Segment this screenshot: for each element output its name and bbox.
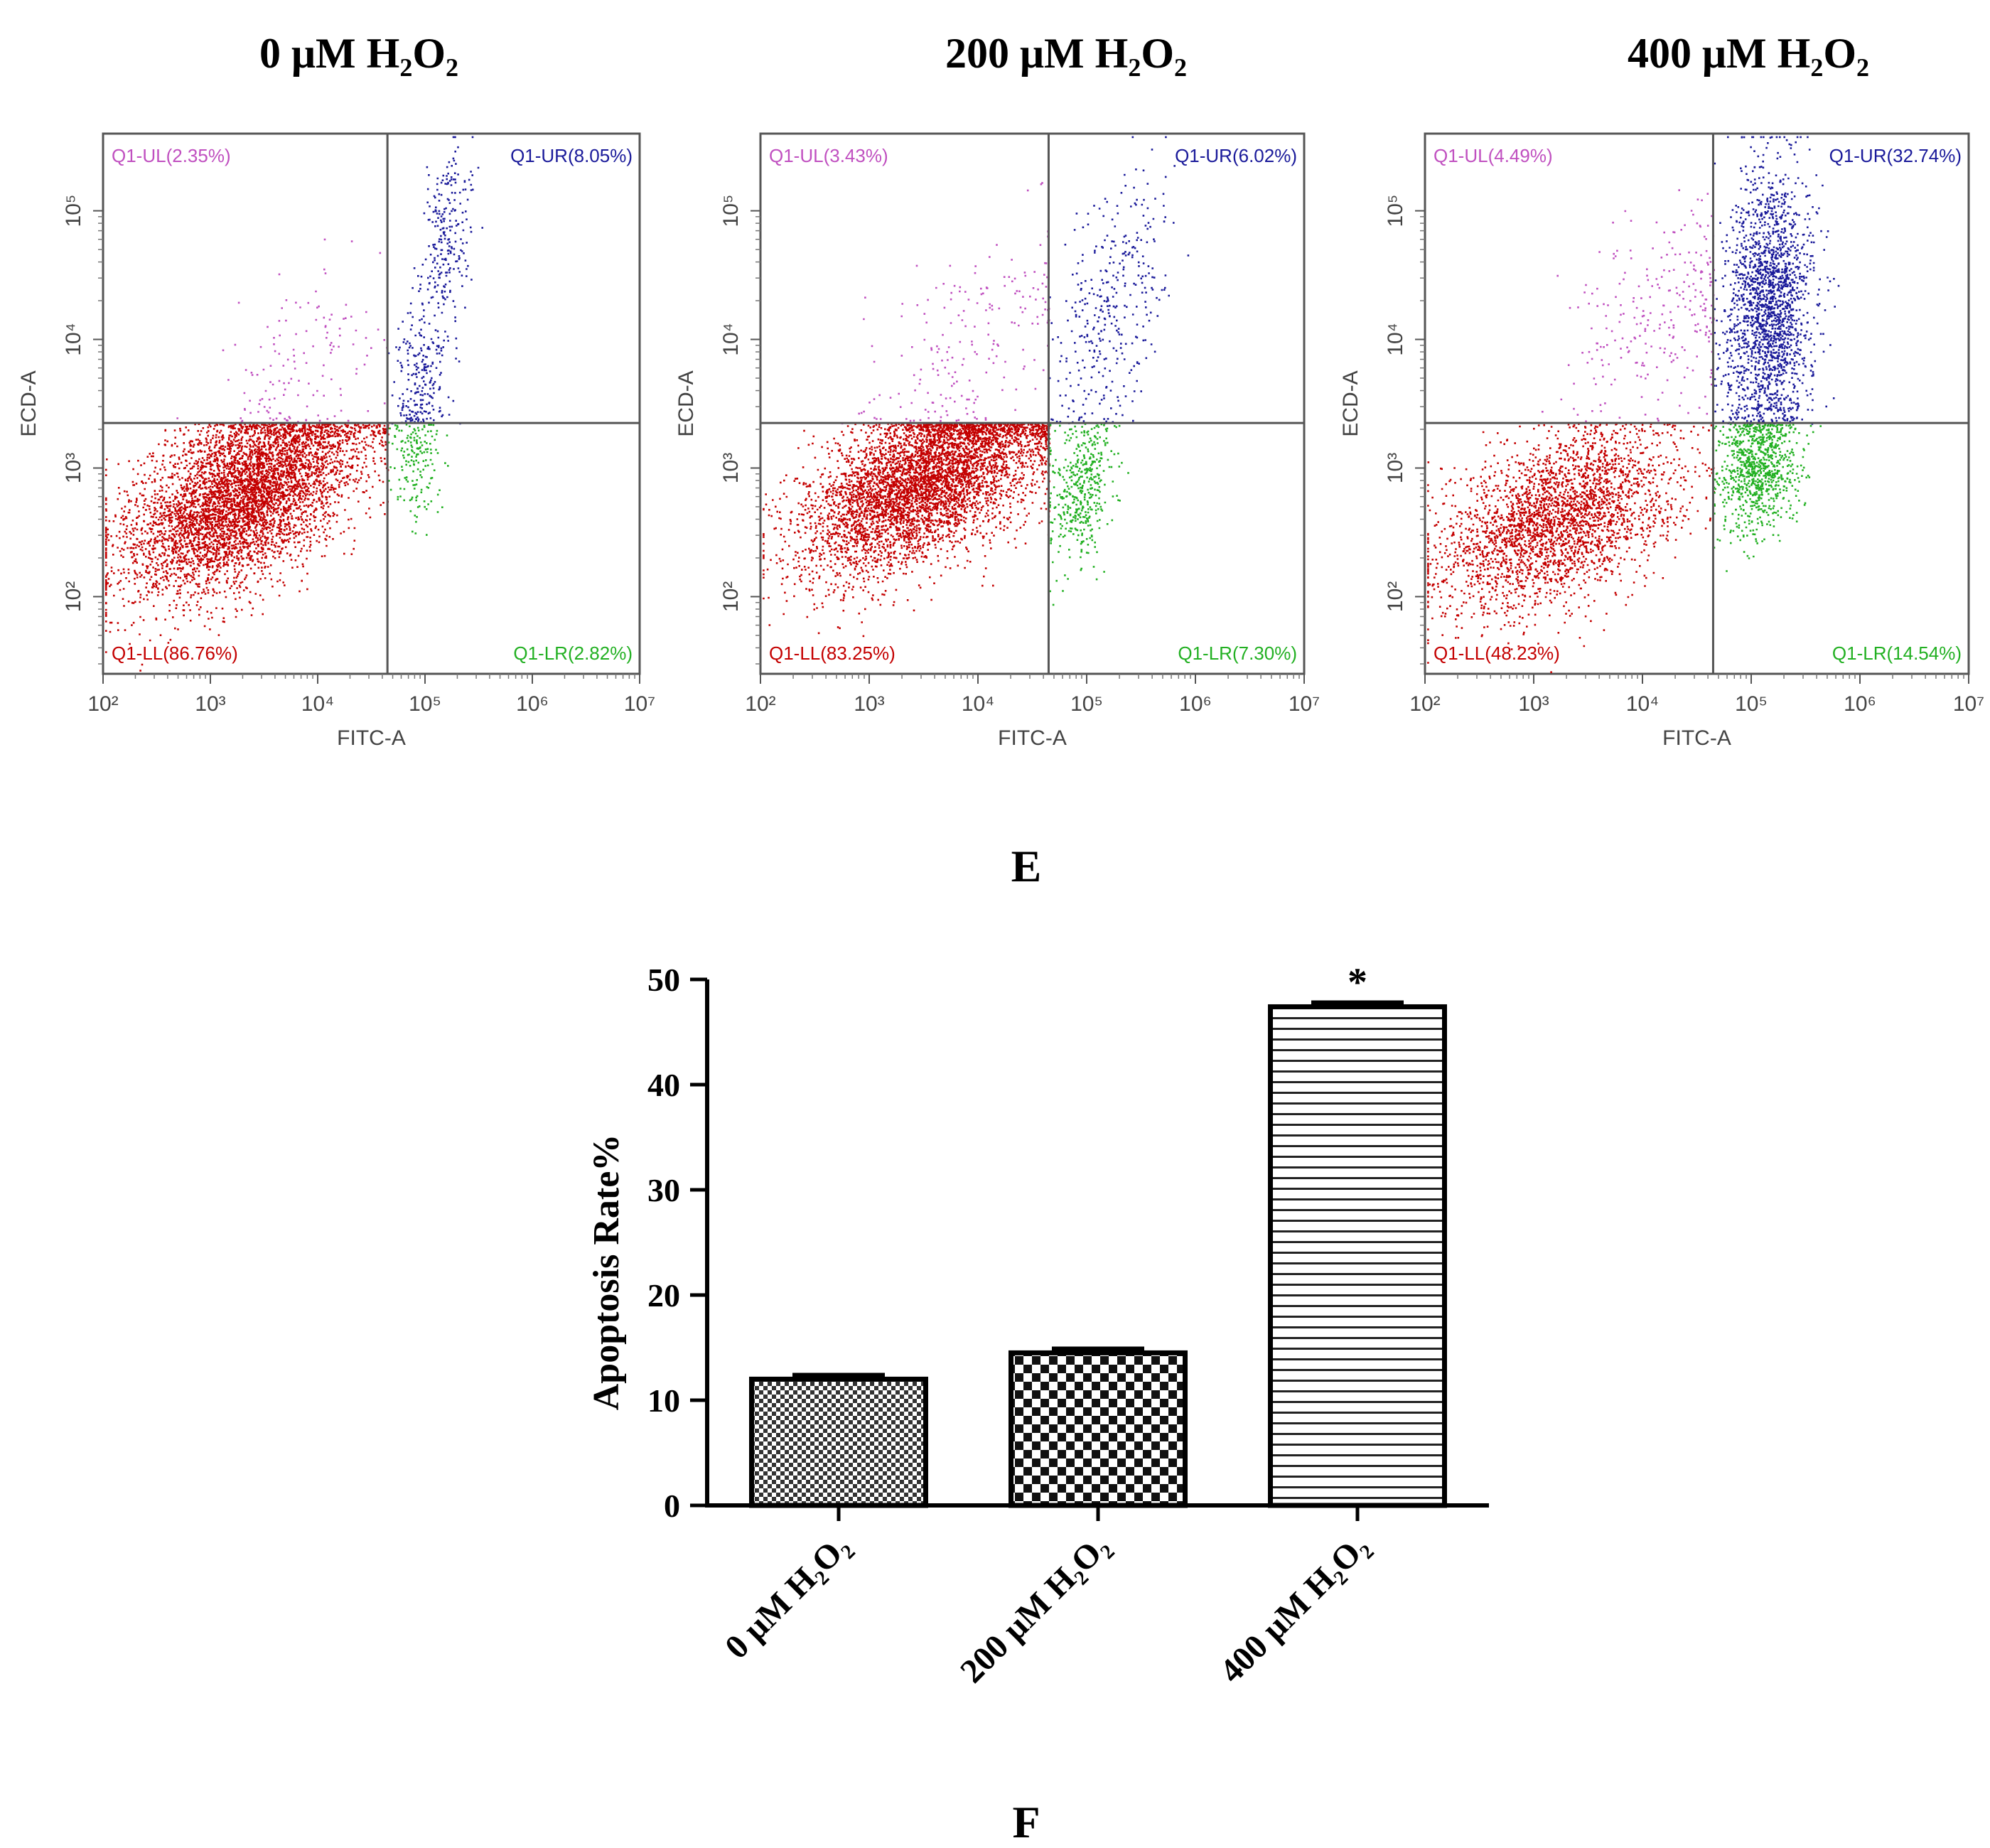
- x-tick-label: 10⁵: [1735, 692, 1768, 716]
- y-axis-label: ECD-A: [674, 370, 698, 436]
- y-tick-label: 10²: [62, 581, 85, 612]
- x-axis: 10² 10³ 10⁴ 10⁵ 10⁶ 10⁷ FITC-A: [745, 674, 1320, 750]
- x-tick-label: 10⁶: [1179, 692, 1212, 716]
- plot-title: 400 μM H₂O₂: [1628, 30, 1869, 77]
- x-tick-label: 10⁴: [301, 692, 334, 716]
- x-axis: 10² 10³ 10⁴ 10⁵ 10⁶ 10⁷ FITC-A: [87, 674, 655, 750]
- quadrant-label-lr: Q1-LR(7.30%): [1178, 643, 1297, 664]
- x-axis: 10² 10³ 10⁴ 10⁵ 10⁶ 10⁷ FITC-A: [1409, 674, 1984, 750]
- x-tick-label: 10⁵: [1070, 692, 1103, 716]
- dots-ll: [1427, 423, 1715, 673]
- y-axis: 10² 10³ 10⁴ 10⁵ ECD-A: [1339, 195, 1425, 665]
- quadrant-label-ul: Q1-UL(4.49%): [1434, 145, 1553, 166]
- x-tick-label: 10⁴: [1626, 692, 1659, 716]
- quadrant-label-ll: Q1-LL(86.76%): [112, 643, 238, 664]
- panel-e: 0 μM H₂O₂ Q1-UL(2.35%) Q1-UR(8.05%) Q1-LL(…: [17, 30, 1984, 891]
- scatter-points: [763, 136, 1190, 638]
- x-tick-label: 10²: [745, 692, 775, 716]
- quadrant-label-ur: Q1-UR(8.05%): [510, 145, 633, 166]
- y-tick-label: 10⁴: [1384, 323, 1407, 355]
- y-axis-label: ECD-A: [1339, 370, 1362, 436]
- y-tick-label: 10: [647, 1382, 680, 1419]
- panel-f: Apoptosis Rate% F * 0 10 20 30 40 50 0 μM H₂O₂ 2…: [586, 961, 1489, 1847]
- dots-lr: [387, 424, 449, 536]
- quadrant-label-ur: Q1-UR(32.74%): [1829, 145, 1962, 166]
- y-tick-label: 10⁴: [62, 323, 85, 355]
- y-axis-label: ECD-A: [17, 370, 41, 436]
- dots-ul: [1542, 189, 1715, 423]
- y-axis: 10² 10³ 10⁴ 10⁵ ECD-A: [674, 195, 760, 665]
- quadrant-label-ur: Q1-UR(6.02%): [1175, 145, 1297, 166]
- dots-ll: [763, 423, 1050, 638]
- x-axis-label: FITC-A: [998, 726, 1067, 750]
- plot-area: [759, 132, 1306, 675]
- y-tick-label: 10³: [719, 453, 743, 483]
- x-tick-label: 400 μM H₂O₂: [1212, 1527, 1376, 1690]
- dots-ur: [1713, 136, 1840, 425]
- plot-area: [102, 132, 641, 675]
- y-axis: 10² 10³ 10⁴ 10⁵ ECD-A: [17, 195, 103, 665]
- quadrant-label-lr: Q1-LR(2.82%): [513, 643, 633, 664]
- bar: [749, 1376, 928, 1508]
- bar: [1268, 1004, 1447, 1508]
- x-tick-label: 10³: [195, 692, 225, 716]
- x-tick-label: 0 μM H₂O₂: [718, 1527, 857, 1666]
- y-tick-label: 50: [647, 962, 680, 998]
- quadrant-label-ll: Q1-LL(83.25%): [769, 643, 896, 664]
- flow-plot-0: 0 μM H₂O₂ Q1-UL(2.35%) Q1-UR(8.05%) Q1-LL(…: [17, 30, 655, 750]
- quadrant-label-ul: Q1-UL(2.35%): [112, 145, 231, 166]
- flow-plot-400: 400 μM H₂O₂ Q1-UL(4.49%) Q1-UR(32.74%) Q1-…: [1339, 30, 1984, 750]
- y-tick-label: 10²: [719, 581, 743, 612]
- y-tick-label: 10²: [1384, 581, 1407, 612]
- y-tick-label: 10⁵: [719, 195, 743, 227]
- x-tick-label: 10⁷: [1953, 692, 1984, 716]
- panel-letter-e: E: [1011, 841, 1042, 891]
- y-tick-label: 10⁵: [62, 195, 85, 227]
- dots-ur: [1048, 136, 1190, 424]
- y-tick-label: 40: [647, 1067, 680, 1103]
- x-tick-label: 10³: [1518, 692, 1549, 716]
- x-tick-label: 10⁵: [409, 692, 441, 716]
- quadrant-label-ul: Q1-UL(3.43%): [769, 145, 888, 166]
- y-tick-label: 30: [647, 1172, 680, 1208]
- y-tick-label: 10³: [1384, 453, 1407, 483]
- plot-title: 200 μM H₂O₂: [945, 30, 1187, 77]
- x-tick-label: 10⁶: [1844, 692, 1876, 716]
- dots-lr: [1713, 423, 1822, 572]
- significance-marker: *: [1348, 961, 1367, 1005]
- y-tick-label: 10⁵: [1384, 195, 1407, 227]
- x-tick-label: 10⁷: [1289, 692, 1320, 716]
- plot-area: [1424, 132, 1970, 675]
- y-tick-label: 10⁴: [719, 323, 743, 355]
- x-tick-label: 10²: [1409, 692, 1440, 716]
- x-axis-label: FITC-A: [1662, 726, 1731, 750]
- dots-lr: [1048, 423, 1129, 606]
- dots-ll: [105, 423, 389, 672]
- panel-letter-f: F: [1012, 1797, 1040, 1847]
- quadrant-label-ll: Q1-LL(48.23%): [1434, 643, 1560, 664]
- scatter-points: [105, 136, 483, 672]
- y-tick-label: 0: [664, 1488, 680, 1524]
- y-axis-label: Apoptosis Rate%: [586, 1134, 627, 1411]
- x-tick-label: 200 μM H₂O₂: [953, 1527, 1117, 1690]
- x-tick-label: 10⁴: [962, 692, 994, 716]
- plot-title: 0 μM H₂O₂: [259, 30, 458, 77]
- x-tick-label: 10²: [87, 692, 118, 716]
- x-tick-label: 10⁷: [624, 692, 655, 716]
- x-tick-label: 10³: [854, 692, 884, 716]
- x-tick-label: 10⁶: [516, 692, 549, 716]
- flow-plot-200: 200 μM H₂O₂ Q1-UL(3.43%) Q1-UR(6.02%) Q1-L…: [674, 30, 1320, 750]
- quadrant-label-lr: Q1-LR(14.54%): [1832, 643, 1962, 664]
- bar: [1009, 1350, 1188, 1508]
- x-axis-label: FITC-A: [337, 726, 406, 750]
- y-tick-label: 10³: [62, 453, 85, 483]
- y-tick-label: 20: [647, 1277, 680, 1314]
- scatter-points: [1427, 136, 1840, 673]
